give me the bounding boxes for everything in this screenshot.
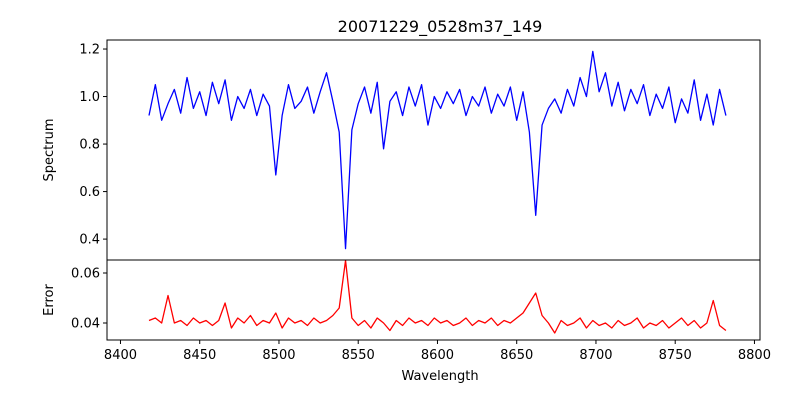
spectrum-panel: 0.4 0.6 0.8 1.0 1.2 xyxy=(79,39,761,261)
x-tick-label: 8450 xyxy=(183,348,216,363)
x-tick-label: 8650 xyxy=(500,348,533,363)
y-tick-label: 0.4 xyxy=(79,233,100,248)
spectrum-series-line xyxy=(148,50,727,250)
x-tick-label: 8500 xyxy=(262,348,295,363)
spectrum-axes-frame xyxy=(106,39,761,261)
y-tick-label: 0.06 xyxy=(71,267,100,282)
x-tick-label: 8800 xyxy=(738,348,771,363)
y-tick-label: 1.2 xyxy=(79,43,100,58)
x-tick-label: 8700 xyxy=(579,348,612,363)
y-tick-label: 0.04 xyxy=(71,317,100,332)
y-tick-label: 0.8 xyxy=(79,138,100,153)
x-tick-label: 8750 xyxy=(659,348,692,363)
x-tick-label: 8400 xyxy=(104,348,137,363)
error-panel: 0.04 0.06 8400 8450 8500 8550 8600 8650 8700 8750… xyxy=(71,259,771,363)
x-tick-label: 8600 xyxy=(421,348,454,363)
error-axes-frame xyxy=(106,259,761,341)
y-tick-label: 1.0 xyxy=(79,90,100,105)
y-axis-label-spectrum: Spectrum xyxy=(42,119,57,182)
x-tick-label: 8550 xyxy=(342,348,375,363)
error-series-line xyxy=(148,259,727,334)
x-axis-label: Wavelength xyxy=(401,369,478,384)
chart-title: 20071229_0528m37_149 xyxy=(338,17,543,37)
y-axis-label-error: Error xyxy=(42,284,57,316)
y-tick-label: 0.6 xyxy=(79,185,100,200)
